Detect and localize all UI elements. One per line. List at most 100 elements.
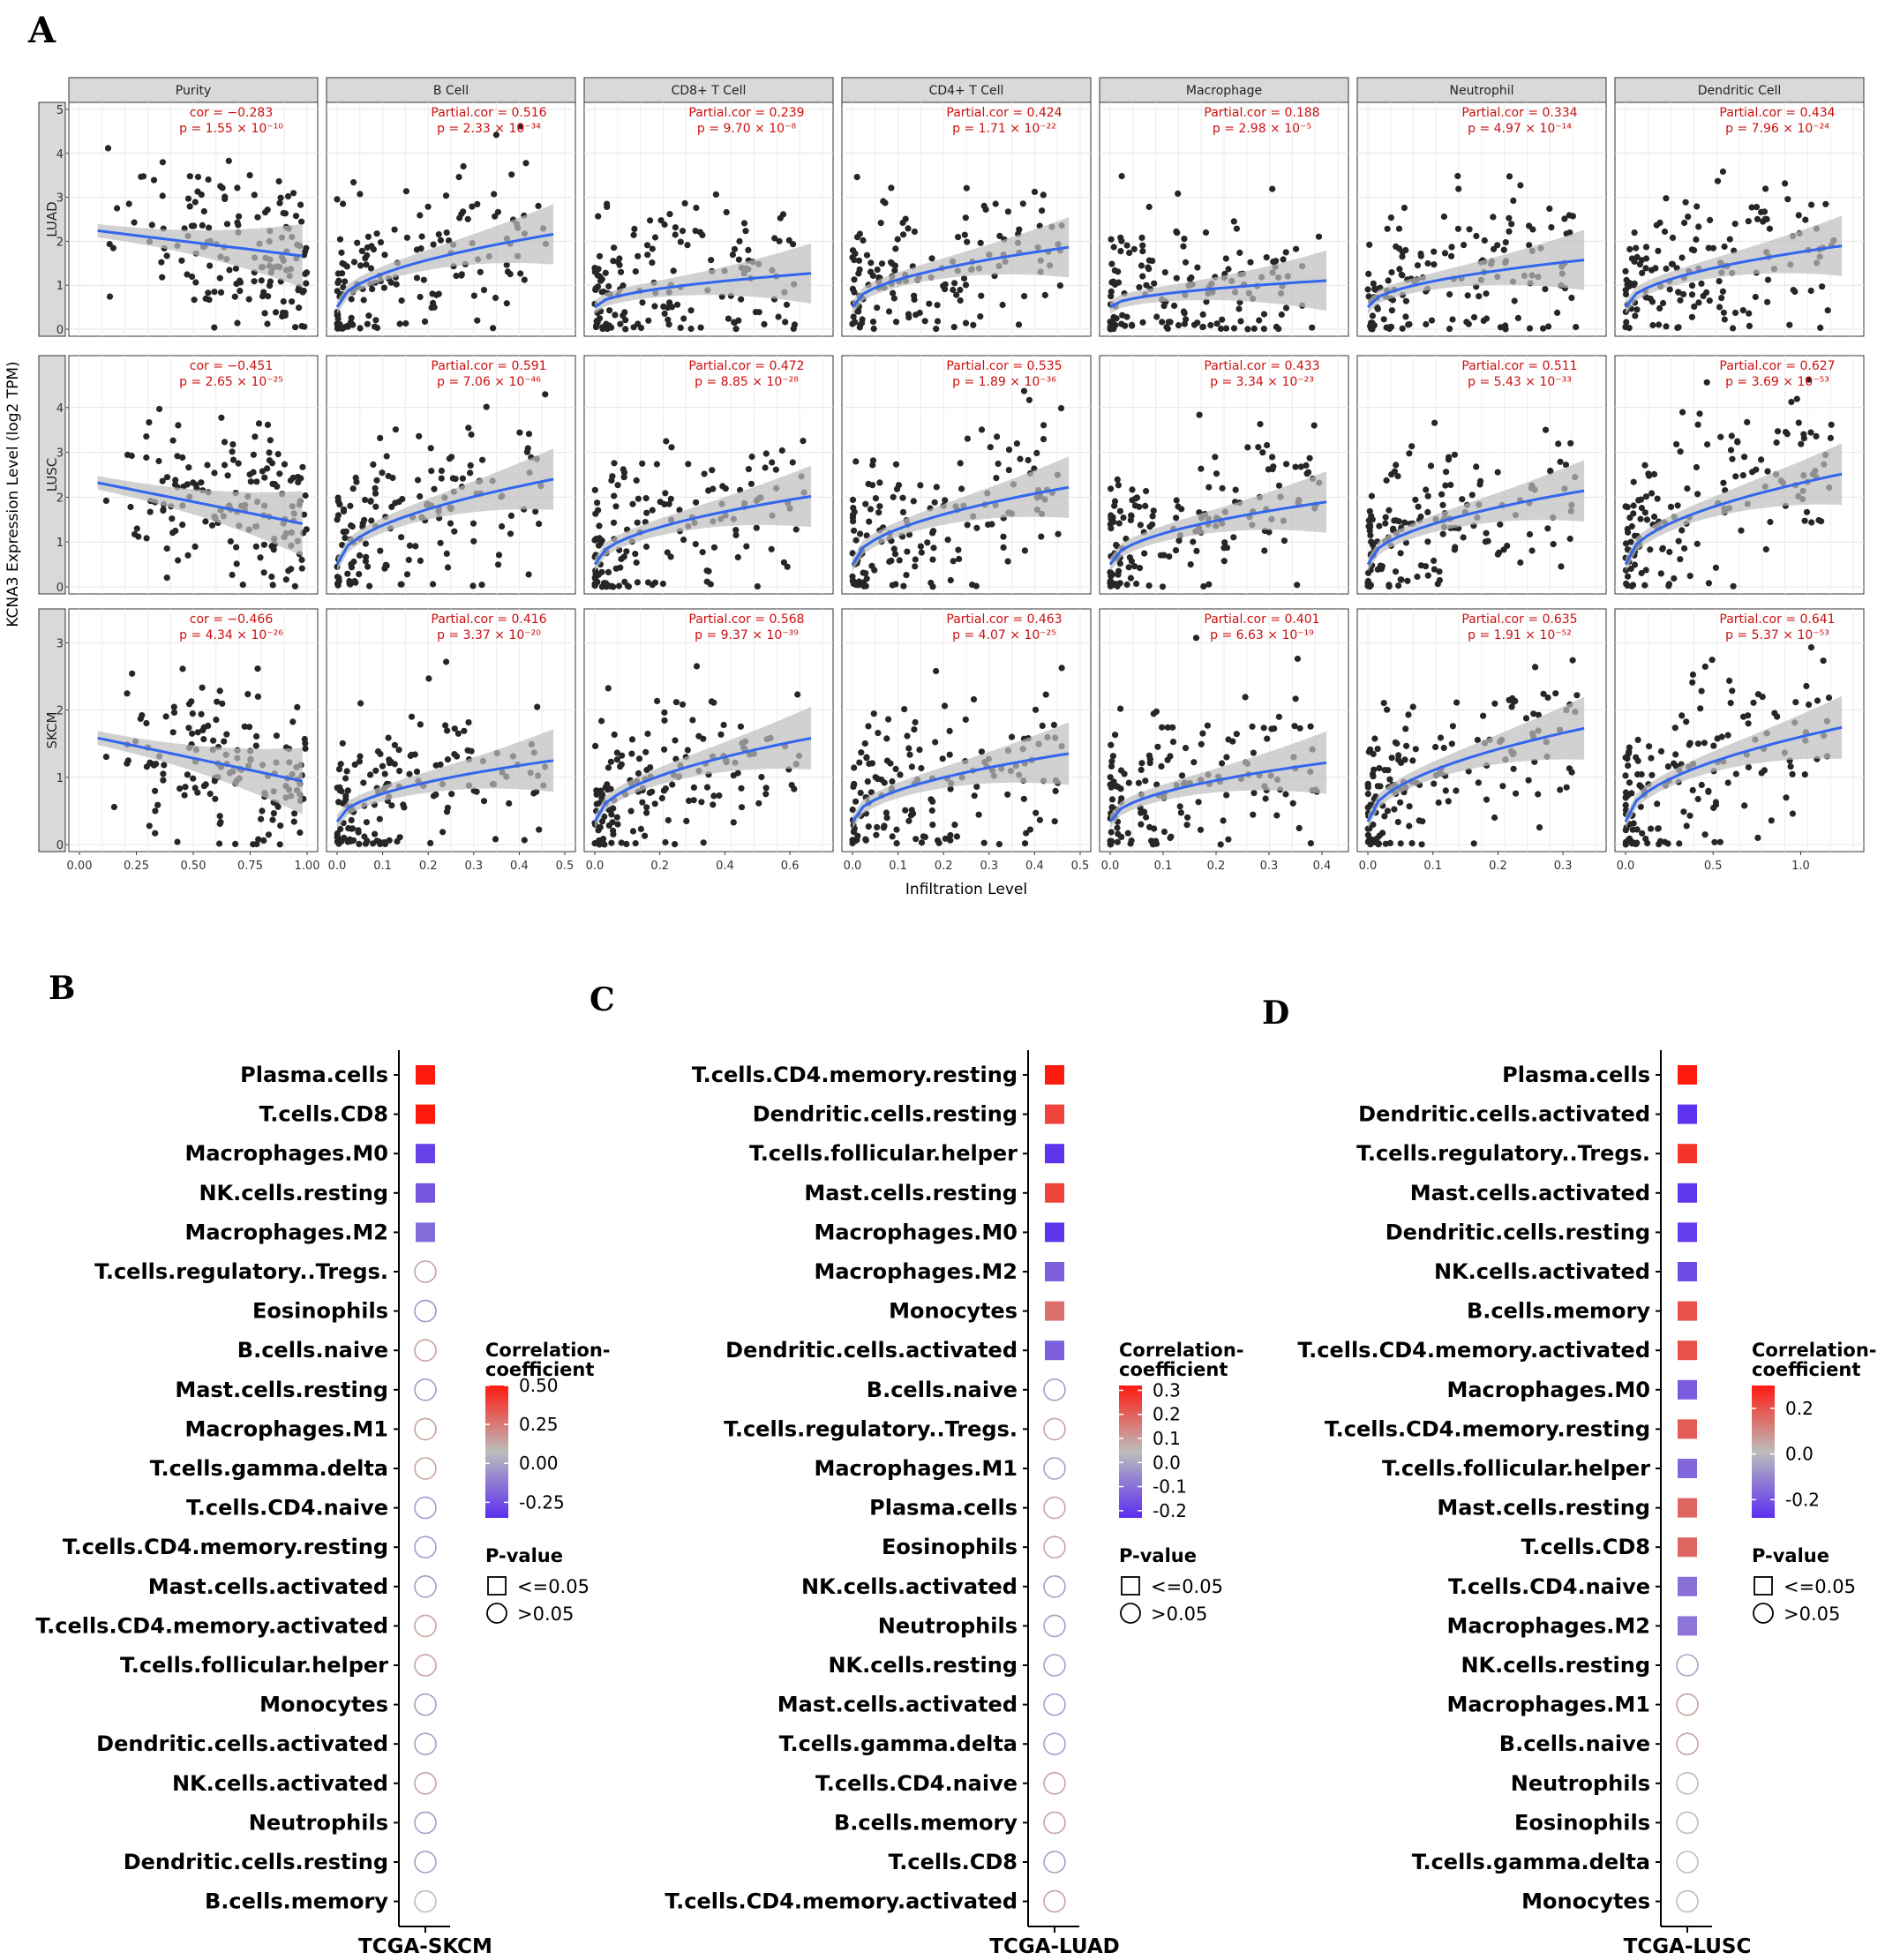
scatter-point [598, 818, 606, 825]
scatter-point [864, 778, 871, 785]
scatter-point [367, 498, 374, 505]
scatter-point [1758, 456, 1765, 463]
scatter-point [904, 548, 911, 555]
scatter-point [290, 818, 297, 825]
scatter-point [1626, 779, 1633, 786]
scatter-point [876, 503, 883, 510]
scatter-point [1292, 463, 1299, 470]
scatter-point [947, 785, 954, 792]
p-value-label: p = 4.07 × 10⁻²⁵ [952, 628, 1056, 642]
correlation-label: Partial.cor = 0.334 [1461, 106, 1577, 120]
scatter-point [1118, 173, 1125, 180]
scatter-point [762, 450, 770, 457]
scatter-point [302, 745, 309, 752]
scatter-point [395, 747, 402, 754]
scatter-point [146, 508, 154, 515]
scatter-point [469, 582, 477, 590]
scatter-point [192, 481, 199, 489]
scatter-point [334, 279, 342, 286]
scatter-point [290, 190, 297, 197]
scatter-point [994, 433, 1001, 440]
scatter-point [1233, 225, 1240, 232]
scatter-point [1678, 527, 1686, 534]
x-tick-label: 0.2 [419, 860, 438, 873]
scatter-point [1115, 830, 1122, 837]
x-tick-label: 0.2 [1207, 860, 1226, 873]
y-tick-label: 0 [56, 582, 64, 595]
correlation-label: Partial.cor = 0.591 [431, 359, 546, 373]
scatter-point [152, 807, 159, 815]
significant-square-marker [1678, 1576, 1697, 1596]
scatter-point [125, 200, 132, 207]
scatter-point [1408, 840, 1416, 847]
scatter-point [1738, 527, 1745, 534]
p-value-label: p = 4.34 × 10⁻²⁶ [179, 628, 283, 642]
nonsignificant-circle-marker [1676, 1693, 1699, 1716]
scatter-point [379, 839, 387, 846]
scatter-point [942, 835, 949, 842]
scatter-point [620, 474, 627, 481]
scatter-point [133, 525, 140, 532]
significant-square-marker [1045, 1104, 1064, 1124]
scatter-point [274, 450, 282, 458]
scatter-point [212, 795, 219, 802]
scatter-point [1151, 280, 1158, 287]
scatter-point [1731, 221, 1739, 228]
scatter-point [200, 207, 207, 215]
scatter-point [753, 524, 760, 531]
scatter-point [1623, 319, 1630, 326]
pvalue-legend-label: <=0.05 [517, 1576, 590, 1597]
scatter-point [761, 320, 768, 327]
scatter-point [1470, 840, 1477, 847]
scatter-point [1174, 229, 1181, 237]
scatter-point [1280, 537, 1288, 544]
scatter-point [645, 317, 652, 324]
scatter-point [899, 508, 907, 516]
scatter-point [453, 273, 460, 280]
scatter-point [891, 551, 899, 558]
scatter-point [216, 813, 223, 820]
scatter-point [235, 222, 242, 229]
scatter-point [1805, 376, 1813, 383]
scatter-point [743, 543, 750, 550]
scatter-point [274, 803, 282, 810]
scatter-point [1197, 826, 1205, 833]
scatter-point [860, 569, 867, 576]
scatter-point [336, 236, 344, 243]
confidence-band [337, 448, 554, 572]
scatter-point [1499, 783, 1506, 790]
scatter-point [918, 764, 925, 772]
scatter-point [690, 784, 698, 792]
scatter-point [535, 202, 542, 209]
scatter-point [234, 319, 241, 327]
scatter-point [742, 228, 749, 235]
fit-line [1624, 244, 1843, 309]
scatter-point [1365, 270, 1372, 277]
confidence-band [1368, 229, 1585, 314]
scatter-point [896, 557, 903, 564]
scatter-point [1409, 703, 1416, 710]
scatter-point [184, 481, 191, 488]
scatter-point [233, 544, 240, 551]
category-label: Dendritic.cells.activated [1358, 1102, 1650, 1127]
scatter-point [217, 289, 225, 296]
scatter-point [211, 469, 218, 477]
scatter-point [610, 258, 617, 265]
scatter-point [455, 174, 462, 181]
scatter-point [642, 832, 649, 839]
correlation-label: Partial.cor = 0.641 [1719, 612, 1835, 627]
colorbar-tick-label: 0.00 [519, 1453, 559, 1474]
scatter-point [420, 276, 427, 283]
scatter-point [1569, 657, 1576, 664]
scatter-point [1689, 786, 1696, 794]
scatter-point [592, 575, 599, 582]
confidence-band [1626, 695, 1843, 829]
scatter-point [1175, 322, 1183, 329]
scatter-point [499, 522, 506, 530]
scatter-point [762, 464, 769, 471]
scatter-point [860, 579, 867, 586]
scatter-point [1439, 501, 1446, 508]
scatter-point [1117, 248, 1124, 255]
scatter-point [1694, 421, 1701, 428]
